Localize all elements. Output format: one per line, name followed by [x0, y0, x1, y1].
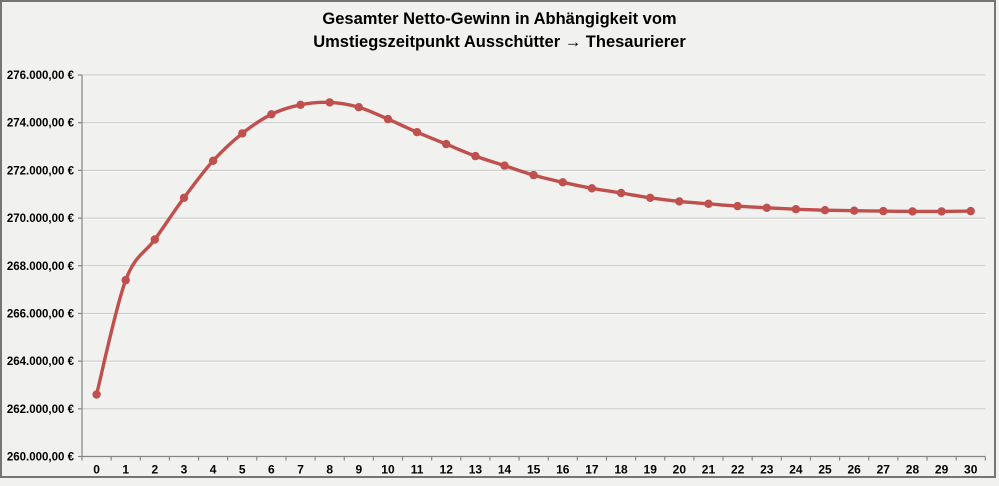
x-axis-tick-label: 25	[818, 463, 832, 477]
data-point-marker	[208, 156, 218, 165]
data-point-marker	[820, 206, 830, 215]
x-axis-tick-label: 0	[93, 463, 100, 477]
x-axis-tick-label: 10	[381, 463, 395, 477]
data-point-marker	[879, 206, 888, 216]
data-point-marker	[646, 193, 655, 202]
data-point-marker	[908, 207, 917, 216]
x-axis-tick-label: 6	[268, 463, 275, 477]
x-axis-tick-label: 7	[297, 463, 304, 477]
data-point-marker	[92, 390, 101, 399]
y-axis-tick-label: 274.000,00 €	[7, 118, 75, 130]
x-axis-tick-label: 21	[702, 463, 716, 477]
data-point-marker	[442, 139, 451, 149]
chart-title-line-2: Umstiegszeitpunkt Ausschütter → Thesauri…	[313, 33, 686, 51]
x-axis-tick-label: 5	[239, 463, 246, 477]
x-axis-tick-label: 28	[906, 463, 920, 477]
x-axis-tick-label: 2	[152, 463, 159, 477]
x-axis-tick-label: 19	[644, 463, 658, 477]
data-point-marker	[762, 203, 771, 212]
x-axis-tick-label: 20	[673, 463, 687, 477]
x-axis-tick-label: 30	[964, 463, 978, 477]
data-point-marker	[616, 188, 626, 198]
data-point-marker	[354, 103, 363, 112]
data-point-marker	[791, 205, 801, 214]
x-axis-tick-label: 17	[585, 463, 599, 477]
x-axis-tick-label: 29	[935, 463, 949, 477]
x-axis-tick-label: 26	[847, 463, 861, 477]
y-axis-tick-label: 262.000,00 €	[7, 404, 75, 416]
x-axis-tick-label: 9	[355, 463, 362, 477]
data-point-marker	[558, 178, 567, 187]
data-point-marker	[500, 161, 509, 170]
x-axis-tick-label: 14	[498, 463, 512, 477]
y-axis-tick-label: 260.000,00 €	[7, 452, 75, 464]
x-axis-tick-label: 11	[411, 463, 424, 477]
data-point-marker	[412, 128, 422, 137]
data-point-marker	[587, 184, 597, 193]
data-point-marker	[675, 197, 684, 206]
chart-title: Gesamter Netto-Gewinn in Abhängigkeit vo…	[0, 8, 999, 54]
data-point-marker	[325, 98, 334, 107]
x-axis-tick-label: 1	[122, 463, 129, 477]
x-axis-tick-label: 12	[440, 463, 454, 477]
data-point-marker	[850, 206, 859, 215]
data-point-marker	[121, 275, 130, 285]
x-axis-tick-label: 18	[614, 463, 628, 477]
data-point-marker	[937, 207, 946, 216]
x-axis-tick-label: 3	[181, 463, 188, 477]
x-axis-tick-label: 4	[210, 463, 217, 477]
x-axis-tick-label: 22	[731, 463, 745, 477]
data-point-marker	[238, 129, 247, 138]
chart-title-line-1: Gesamter Netto-Gewinn in Abhängigkeit vo…	[322, 10, 677, 28]
data-point-marker	[704, 199, 713, 208]
data-point-marker	[383, 114, 393, 124]
data-point-marker	[733, 201, 742, 211]
y-axis-tick-label: 270.000,00 €	[7, 213, 75, 225]
data-point-marker	[966, 206, 975, 216]
x-axis-tick-label: 23	[760, 463, 774, 477]
data-point-marker	[150, 235, 159, 244]
data-point-marker	[529, 170, 538, 180]
x-axis-tick-label: 24	[789, 463, 803, 477]
x-axis-tick-label: 8	[326, 463, 333, 477]
x-axis-tick-label: 15	[527, 463, 541, 477]
x-axis-tick-label: 13	[469, 463, 483, 477]
y-axis-tick-label: 272.000,00 €	[7, 165, 75, 177]
y-axis-tick-label: 268.000,00 €	[7, 261, 75, 273]
y-axis-tick-label: 264.000,00 €	[7, 356, 75, 368]
x-axis-tick-label: 27	[877, 463, 891, 477]
y-axis-tick-label: 276.000,00 €	[7, 70, 75, 82]
data-point-marker	[296, 100, 305, 110]
data-point-marker	[471, 151, 480, 161]
x-axis-tick-label: 16	[556, 463, 570, 477]
series-line	[94, 100, 973, 397]
data-point-marker	[179, 193, 189, 202]
y-axis-tick-label: 266.000,00 €	[7, 308, 75, 320]
data-point-marker	[267, 110, 276, 119]
